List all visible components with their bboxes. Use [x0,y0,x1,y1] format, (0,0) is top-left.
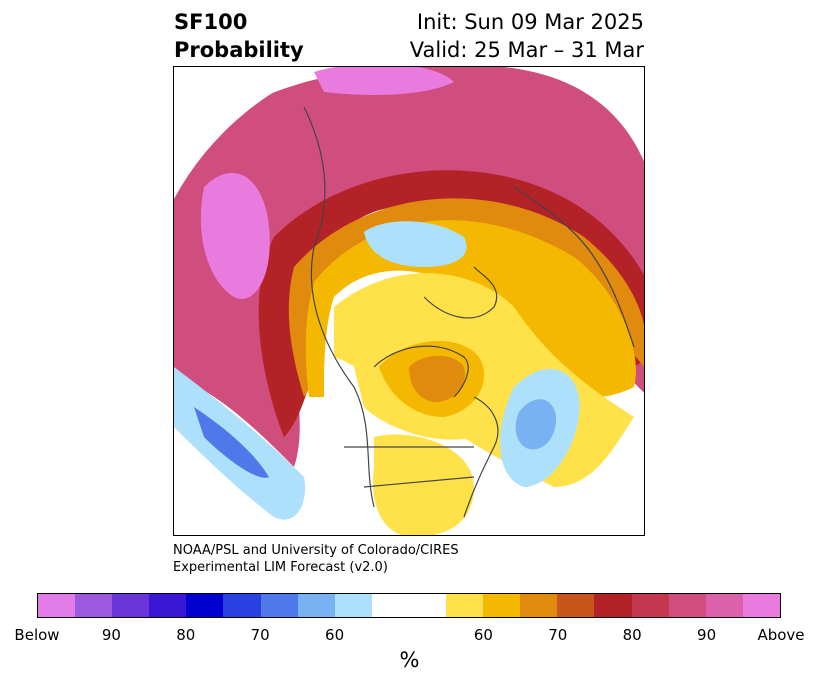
above-center-70 [409,355,465,402]
colorbar-unit: % [399,648,420,672]
colorbar-below-8 [334,594,372,617]
above-pink-top [314,67,454,95]
valid-date: Valid: 25 Mar – 31 Mar [409,38,644,62]
colorbar-neutral [371,594,447,617]
title-block: SF100 Probability [174,8,304,64]
colorbar-tick-0: Below [14,626,60,644]
colorbar-tick-8: 90 [697,626,717,644]
credit-text: NOAA/PSL and University of Colorado/CIRE… [173,542,459,576]
colorbar-above-2 [520,594,558,617]
colorbar-below-2 [112,594,150,617]
colorbar-tick-6: 70 [548,626,568,644]
date-block: Init: Sun 09 Mar 2025 Valid: 25 Mar – 31… [410,8,644,64]
colorbar-tick-7: 80 [622,626,642,644]
colorbar-above-7 [705,594,743,617]
colorbar-tick-4: 60 [325,626,345,644]
credit-line-2: Experimental LIM Forecast (v2.0) [173,560,388,575]
colorbar-above-6 [668,594,706,617]
probability-map [174,67,644,535]
colorbar-tick-9: Above [757,626,805,644]
below-atlantic-core [515,399,557,450]
colorbar-above-5 [631,594,669,617]
above-pink-region [200,172,270,299]
colorbar-above-0 [446,594,484,617]
colorbar-below-6 [260,594,298,617]
above-60-region [305,220,636,398]
above-southeast [373,434,474,535]
colorbar-tick-2: 80 [176,626,196,644]
colorbar-tick-1: 90 [101,626,121,644]
below-pacific-core [194,407,269,478]
map-panel [173,66,645,536]
colorbar-below-4 [186,594,224,617]
colorbar-above-4 [594,594,632,617]
colorbar-tick-5: 60 [473,626,493,644]
variable-title: SF100 [174,10,248,34]
colorbar-below-5 [223,594,261,617]
colorbar-above-8 [742,594,780,617]
colorbar-below-7 [297,594,335,617]
colorbar-ticks: Below 90 80 70 60 60 70 80 90 Above [14,626,804,646]
init-date: Init: Sun 09 Mar 2025 [416,10,644,34]
credit-line-1: NOAA/PSL and University of Colorado/CIRE… [173,543,459,558]
colorbar-above-1 [483,594,521,617]
colorbar-below-1 [75,594,113,617]
below-arctic-region [364,221,467,267]
colorbar-above-3 [557,594,595,617]
colorbar-below-0 [38,594,76,617]
coastlines [303,106,635,518]
colorbar-below-3 [149,594,187,617]
colorbar [37,593,781,618]
product-title: Probability [174,38,304,62]
colorbar-tick-3: 70 [250,626,270,644]
